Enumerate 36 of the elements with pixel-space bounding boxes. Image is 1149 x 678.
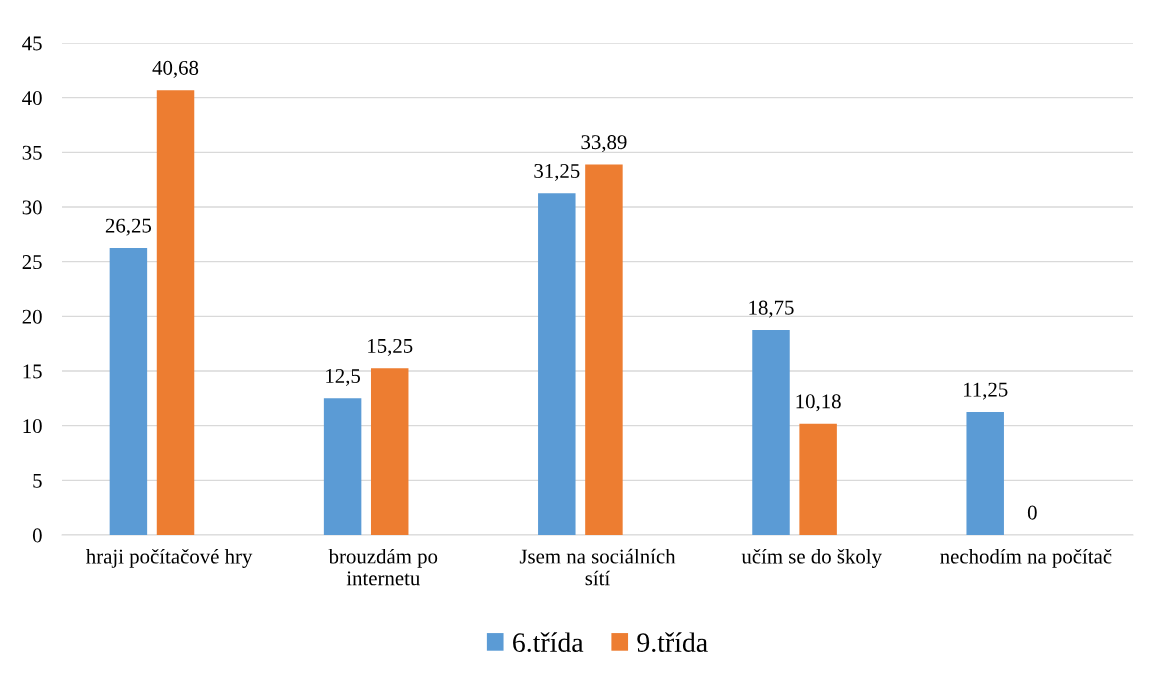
bar (109, 248, 148, 535)
legend-label: 9.třída (637, 632, 708, 653)
y-tick-label: 30 (22, 200, 42, 215)
x-tick-label: hraji počítačové hry (86, 548, 253, 568)
y-tick-label: 10 (23, 419, 42, 434)
bar (538, 193, 576, 535)
y-tick-label: 35 (22, 145, 42, 160)
y-tick-label: 25 (22, 255, 42, 270)
bar (799, 423, 837, 535)
legend-label: 6.třída (513, 632, 584, 653)
data-label: 40,68 (152, 60, 199, 78)
bar (966, 412, 1004, 535)
y-tick-label: 20 (22, 309, 42, 324)
bar (323, 398, 362, 535)
data-label: 18,75 (749, 300, 794, 318)
y-tick-label: 40 (22, 91, 42, 106)
data-label: 15,25 (368, 338, 413, 356)
bar (156, 90, 195, 535)
y-tick-label: 45 (22, 36, 42, 51)
data-label: 0 (1027, 505, 1037, 520)
data-label: 11,25 (963, 382, 1008, 400)
bar (752, 330, 790, 535)
data-label: 26,25 (105, 218, 152, 236)
x-tick-label: Jsem na sociálních sítí (519, 548, 676, 586)
data-label: 12,5 (326, 368, 361, 386)
x-tick-label: učím se do školy (741, 548, 882, 568)
y-tick-label: 5 (33, 473, 42, 488)
y-tick-label: 15 (23, 364, 42, 379)
y-tick-label: 0 (32, 528, 42, 543)
bar (370, 368, 409, 535)
data-label: 10,18 (796, 394, 841, 412)
data-label: 33,89 (581, 135, 627, 153)
x-tick-label: brouzdám po internetu (328, 548, 438, 586)
data-label: 31,25 (534, 163, 580, 181)
x-tick-label: nechodím na počítač (940, 548, 1112, 568)
bar (585, 164, 623, 535)
